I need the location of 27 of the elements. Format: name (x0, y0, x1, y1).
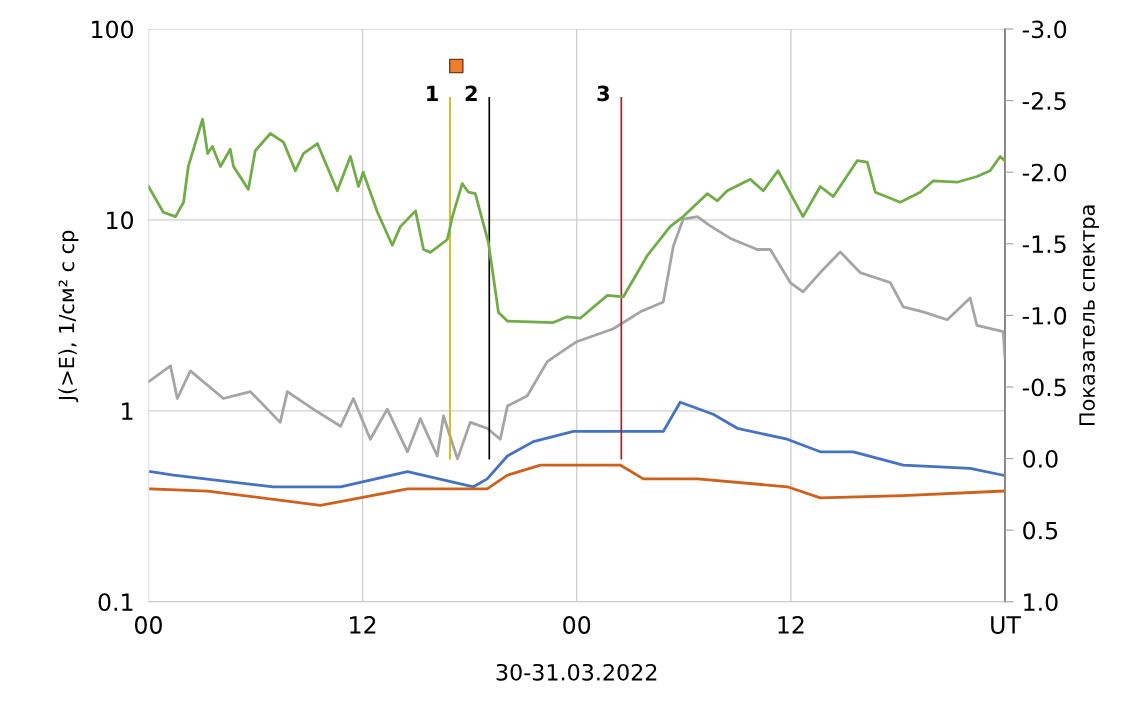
y2-tick-label: -2.0 (1022, 163, 1067, 182)
line-series (149, 463, 1005, 507)
x-tick-label: 00 (563, 616, 591, 634)
y2-tick-label: -1.5 (1022, 235, 1066, 254)
annotation: 3 (597, 85, 609, 102)
y2-axis-title: Показатель спектра (1079, 205, 1099, 426)
y-tick-label: 1 (122, 402, 133, 420)
y2-tick-label: -3.0 (1022, 20, 1067, 39)
y2-tick-label: -1.0 (1022, 306, 1067, 325)
y-tick-label: 10 (107, 211, 133, 230)
y2-tick-label: 0.0 (1023, 450, 1058, 468)
x-tick-label: 12 (350, 616, 376, 634)
y2-tick-label: -0.5 (1022, 378, 1066, 397)
annotation: 2 (465, 85, 477, 101)
y2-tick-label: 1.0 (1024, 593, 1058, 612)
line-series (149, 400, 1005, 489)
x-tick-label: UT (991, 616, 1021, 634)
annotation: 1 (427, 85, 438, 101)
y-axis-title: J(>E), 1/см² с ср (58, 230, 79, 403)
x-tick-label: 00 (134, 616, 162, 634)
y2-tick-label: 0.5 (1023, 521, 1058, 540)
x-tick-label: 12 (778, 616, 804, 634)
y-tick-label: 100 (92, 20, 133, 39)
y-tick-label: 0.1 (98, 593, 133, 612)
y2-tick-label: -2.5 (1022, 92, 1066, 110)
x-axis-title: 30-31.03.2022 (496, 663, 657, 681)
line-series (148, 117, 1005, 324)
